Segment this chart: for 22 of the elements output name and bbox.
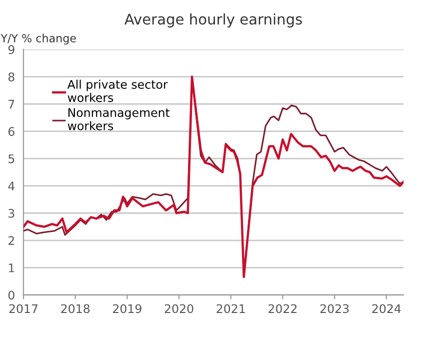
y-tick-label: 9 [8, 45, 14, 54]
y-tick-label: 6 [8, 127, 14, 136]
y-tick-label: 5 [8, 154, 14, 164]
x-tick-label: 2018 [61, 304, 90, 314]
x-tick-label: 2022 [268, 304, 297, 314]
x-tick-label: 2017 [9, 304, 38, 314]
y-tick-label: 8 [8, 72, 14, 82]
x-tick-label: 2020 [164, 304, 194, 314]
y-tick-label: 0 [8, 290, 14, 300]
chart-title: Average hourly earnings [124, 13, 302, 28]
legend-label: Nonmanagement workers [68, 108, 170, 130]
y-tick-label: 1 [8, 264, 14, 272]
x-tick-label: 2024 [372, 304, 401, 314]
legend-label: All private sector workers [67, 80, 168, 102]
x-tick-label: 2021 [216, 304, 245, 314]
y-tick-label: 2 [8, 236, 14, 245]
y-axis-title: Y/Y % change [0, 34, 76, 45]
y-tick-label: 7 [8, 100, 14, 108]
y-tick-label: 4 [8, 182, 14, 190]
x-tick-label: 2019 [113, 304, 142, 314]
y-tick-label: 3 [8, 208, 14, 218]
x-tick-label: 2023 [320, 304, 349, 314]
